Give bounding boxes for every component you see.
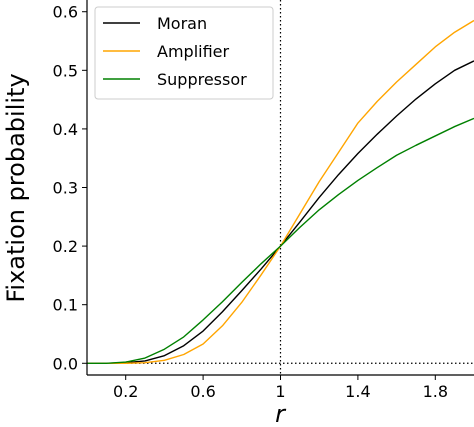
series-lines	[87, 19, 474, 364]
y-tick-label: 0.4	[53, 120, 78, 139]
x-tick-label: 0.6	[190, 382, 215, 401]
legend: Moran Amplifier Suppressor	[94, 6, 274, 100]
x-tick-label: 1.8	[423, 382, 448, 401]
legend-label-suppressor: Suppressor	[157, 70, 247, 89]
y-tick-label: 0.2	[53, 237, 78, 256]
legend-box	[94, 6, 274, 100]
y-tick-label: 0.5	[53, 61, 78, 80]
y-tick-label: 0.0	[53, 354, 78, 373]
x-tick-label: 1	[275, 382, 285, 401]
y-tick-label: 0.3	[53, 179, 78, 198]
y-tick-label: 0.1	[53, 296, 78, 315]
y-axis-label: Fixation probability	[2, 73, 30, 302]
x-axis-label: r	[275, 400, 287, 427]
legend-label-moran: Moran	[157, 14, 207, 33]
x-tick-label: 1.4	[345, 382, 370, 401]
legend-label-amplifier: Amplifier	[157, 42, 230, 61]
series-line-suppressor	[87, 117, 474, 364]
reference-lines	[87, 0, 474, 375]
x-tick-label: 0.2	[113, 382, 138, 401]
ticks: 0.2 0.6 1 1.4 1.8 0.0 0.1 0.2 0.3 0.4 0.5 0.6	[53, 3, 448, 401]
y-tick-label: 0.6	[53, 3, 78, 22]
